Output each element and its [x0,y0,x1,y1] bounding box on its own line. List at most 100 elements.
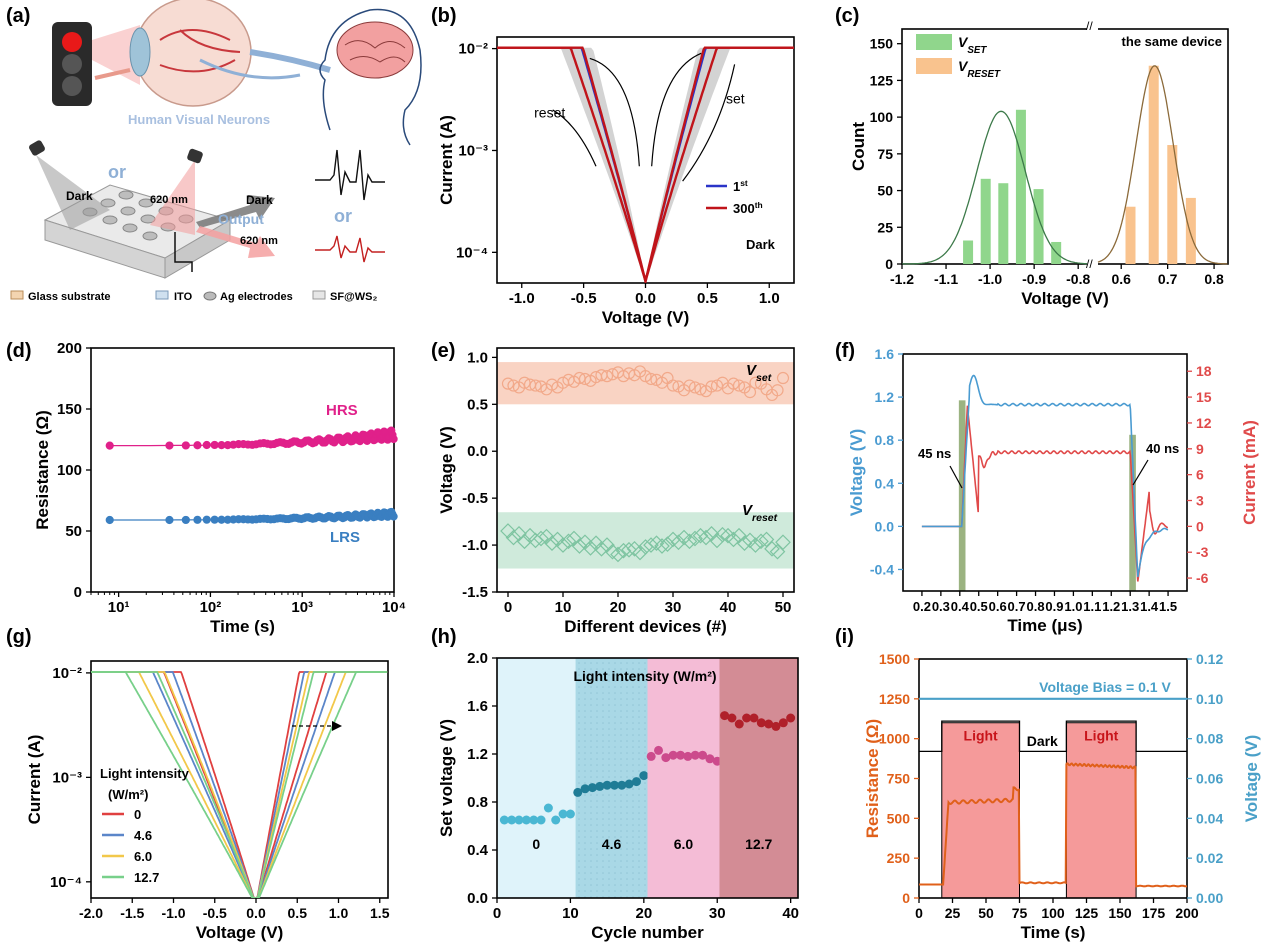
y-tick-label: -1.0 [462,537,488,554]
spike-red-icon [315,235,385,263]
x-tick-label: 75 [1012,905,1028,921]
x-tick-label: 0.7 [1008,599,1026,614]
x-tick-label: 0.6 [989,599,1007,614]
panel-d: (d) 10¹ 10² 10³ 10⁴ 0 50 100 150 200 Time (s) Resi… [6,340,406,636]
set-arrow-2 [682,64,736,182]
x-tick-label: 1.0 [759,290,780,307]
device-620nm-label: 620 nm [150,194,188,206]
y-tick-label: 10⁻² [52,665,82,682]
svg-text:SF@WS₂: SF@WS₂ [330,291,378,303]
y-tick-label: 0.0 [467,890,488,907]
set-voltage-point [580,784,590,794]
vreset-point [599,537,615,553]
x-tick-label: 0 [504,599,512,616]
set-voltage-point [786,713,796,723]
panel-a: (a) Human Visual Neurons [6,0,422,303]
series-voltage-line [921,374,1169,578]
x-tick-label: -1.0 [161,905,185,921]
axis-break-mark: // [1086,257,1093,271]
annotation-bias: Voltage Bias = 0.1 V [1039,679,1171,695]
annotation-45ns: 45 ns [918,446,951,461]
y-axis-label: Set voltage (V) [437,719,456,837]
vreset-point [698,529,714,546]
y-tick-label: -0.5 [462,490,488,507]
vset-point [529,379,542,392]
y-tick-label: 200 [57,340,82,357]
vset-point [776,371,790,385]
chart-c: // // -1.2 -1.1 -1.0 -0.9 -0.8 0.6 0.7 0.8 0 25 50 75… [849,19,1229,308]
set-voltage-point [507,815,517,825]
set-voltage-point [617,780,627,790]
vset-point [694,383,707,396]
legend-vset-swatch [916,34,952,50]
vreset-point [593,540,610,557]
y2-axis-label: Current (mA) [1240,420,1259,525]
y-tick-label: 1.2 [467,746,488,763]
x-tick-label: -1.0 [509,290,535,307]
group-bg-0 [497,658,576,898]
vreset-point [703,525,720,542]
y-tick-label: 0.4 [875,475,895,491]
panel-f: (f) 0.2 0.3 0.4 0.5 0.6 0.7 0.8 0.9 1.0 1.1 1.2 1.3… [835,340,1259,635]
x-tick-label: 1.3 [1121,599,1139,614]
device-dark-label: Dark [66,189,93,203]
spike-or-label: or [334,206,352,226]
panel-i: (i) 0 25 50 75 100 125 150 175 200 0 250 500 750 1000… [835,626,1261,942]
x-tick-label: 0.3 [932,599,950,614]
vset-point [639,370,652,383]
chart-f: 0.2 0.3 0.4 0.5 0.6 0.7 0.8 0.9 1.0 1.1 1.2 1.3 1.4 1… [847,346,1259,635]
x-axis-label: Time (s) [210,617,275,636]
legend-label-6.0: 6.0 [134,849,152,864]
group-label-12.7: 12.7 [745,836,772,852]
x-tick-label: 1.0 [1064,599,1082,614]
panel-c: (c) // // -1.2 -1.1 -1.0 -0.9 -0.8 0.6 0.7 0.8 0 25… [835,5,1229,308]
x-tick-label: -0.5 [203,905,227,921]
y-tick-label: 10⁻³ [52,769,82,786]
annotation-40ns: 40 ns [1146,441,1179,456]
vreset-point [582,540,599,556]
set-voltage-point [749,713,759,723]
device-schematic [29,140,232,279]
vreset-point [505,529,522,546]
y-axis-label: Voltage (V) [847,429,866,517]
y-tick-label: 0.8 [875,432,895,448]
vset-point [644,372,658,386]
label-hrs: HRS [326,402,358,419]
vreset-point [560,533,577,550]
vreset-point [566,530,582,547]
x-axis-label: Time (s) [1021,923,1086,942]
y-tick-label: 750 [887,771,911,787]
lrs-point [389,512,398,521]
set-voltage-point [529,815,539,825]
plot-frame [901,28,1229,265]
legend-title-unit: (W/m²) [108,787,148,802]
x-tick-label: 20 [610,599,627,616]
panel-e: (e) 0 10 20 30 40 50 -1.5 -1.0 -0.5 0.0 0.5 1.0 Diff… [431,340,795,636]
x-tick-label: 0 [915,905,923,921]
x-tick-label: 125 [1075,905,1099,921]
y-tick-label: 0.4 [467,842,489,859]
annotation-light-2: Light [1084,727,1119,743]
axis-break-top [1087,24,1098,32]
y-tick-label: 150 [57,401,82,418]
chart-g: -2.0 -1.5 -1.0 -0.5 0.0 0.5 1.0 1.5 10⁻⁴ 10⁻³ 10⁻²… [25,660,390,942]
series-line-12.7 [91,671,388,898]
vset-point [573,371,586,385]
y2-tick-label: 0.04 [1196,810,1223,826]
hrs-point [210,440,219,450]
x-tick-label: 10 [562,905,579,922]
x-tick-label: 10² [200,599,222,616]
set-arrow [651,52,702,167]
plot-frame [90,347,395,593]
chart-e: 0 10 20 30 40 50 -1.5 -1.0 -0.5 0.0 0.5 1.0 Differen… [437,347,795,636]
eye-icon [129,0,331,107]
y2-tick-label: 0.10 [1196,691,1223,707]
x-tick-label: 50 [978,905,994,921]
group-label-4.6: 4.6 [602,836,622,852]
y-tick-label: 1250 [879,691,910,707]
vreset-point [500,523,516,539]
vreset-point [709,532,725,549]
set-voltage-point [720,711,730,721]
plot-frame [902,353,1188,592]
